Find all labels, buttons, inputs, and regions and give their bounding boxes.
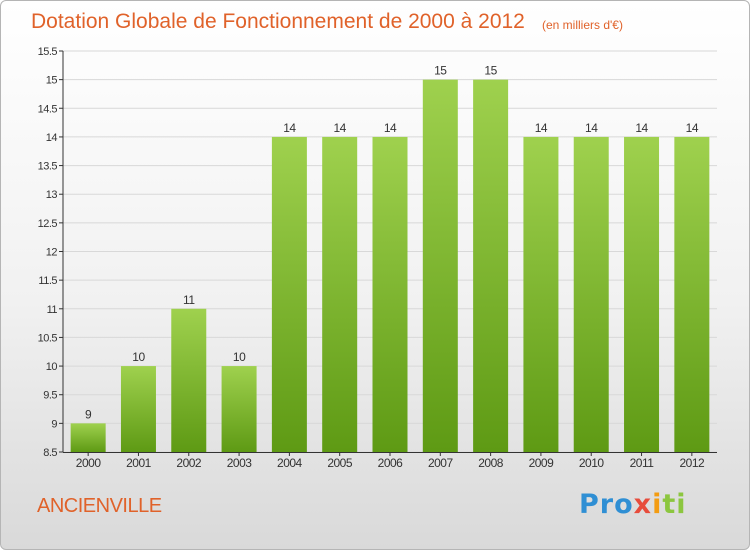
- y-tick-label: 9.5: [43, 390, 57, 402]
- axes: 8.5 9 9.5 10 10.5 11 11.5 12 12.5 13 13.5 14 14.5 15 1…: [38, 46, 717, 470]
- proxiti-logo: Proxiti: [579, 489, 687, 520]
- bar: [221, 366, 257, 452]
- data-label: 14: [535, 121, 548, 135]
- y-tick-label: 14.5: [38, 103, 58, 115]
- bar: [573, 136, 609, 452]
- data-label: 14: [283, 121, 296, 135]
- x-tick-label: 2002: [176, 456, 202, 470]
- chart-unit-note: (en milliers d'€): [542, 18, 623, 32]
- x-tick-label: 2001: [126, 456, 152, 470]
- x-tick-label: 2011: [630, 456, 655, 470]
- bar: [624, 136, 660, 452]
- town-name: ANCIENVILLE: [37, 495, 162, 517]
- bar: [372, 136, 408, 452]
- y-tick-label: 10.5: [38, 332, 58, 344]
- bar: [271, 136, 307, 452]
- y-tick-label: 13: [46, 189, 58, 201]
- chart-title: Dotation Globale de Fonctionnement de 20…: [31, 10, 525, 33]
- y-tick-label: 13.5: [38, 161, 58, 173]
- y-tick-label: 12: [46, 247, 58, 259]
- bar: [322, 136, 358, 452]
- y-tick-label: 12.5: [38, 218, 58, 230]
- x-tick-label: 2003: [227, 456, 253, 470]
- x-tick-label: 2010: [579, 456, 605, 470]
- data-label: 10: [132, 350, 145, 364]
- bar: [70, 423, 106, 452]
- data-label: 14: [585, 121, 598, 135]
- y-tick-label: 8.5: [43, 447, 57, 459]
- data-label: 14: [334, 121, 347, 135]
- data-label: 9: [85, 407, 92, 421]
- bar: [120, 366, 156, 452]
- y-tick-label: 11: [47, 304, 58, 316]
- x-tick-label: 2000: [76, 456, 102, 470]
- data-label: 15: [484, 64, 497, 78]
- y-tick-label: 10: [46, 361, 58, 373]
- y-tick-label: 9: [51, 418, 57, 430]
- bar: [523, 136, 559, 452]
- bar: [473, 79, 509, 453]
- data-label: 14: [384, 121, 397, 135]
- data-label: 14: [635, 121, 648, 135]
- y-tick-label: 15: [46, 75, 58, 87]
- x-tick-label: 2006: [378, 456, 404, 470]
- x-tick-label: 2005: [327, 456, 353, 470]
- data-label: 14: [686, 121, 699, 135]
- x-tick-label: 2012: [679, 456, 705, 470]
- data-label: 10: [233, 350, 246, 364]
- bars: 9 10 11 10 14 14 14 15 15 14 14 14 14: [70, 64, 710, 453]
- x-tick-label: 2004: [277, 456, 303, 470]
- bar: [171, 308, 207, 452]
- x-tick-label: 2007: [428, 456, 454, 470]
- y-tick-label: 11.5: [38, 275, 57, 287]
- data-label: 11: [183, 293, 195, 307]
- x-tick-label: 2009: [529, 456, 555, 470]
- data-label: 15: [434, 64, 447, 78]
- x-tick-label: 2008: [478, 456, 504, 470]
- y-tick-label: 14: [46, 132, 58, 144]
- bar: [674, 136, 710, 452]
- y-tick-label: 15.5: [38, 46, 58, 58]
- bar: [422, 79, 458, 453]
